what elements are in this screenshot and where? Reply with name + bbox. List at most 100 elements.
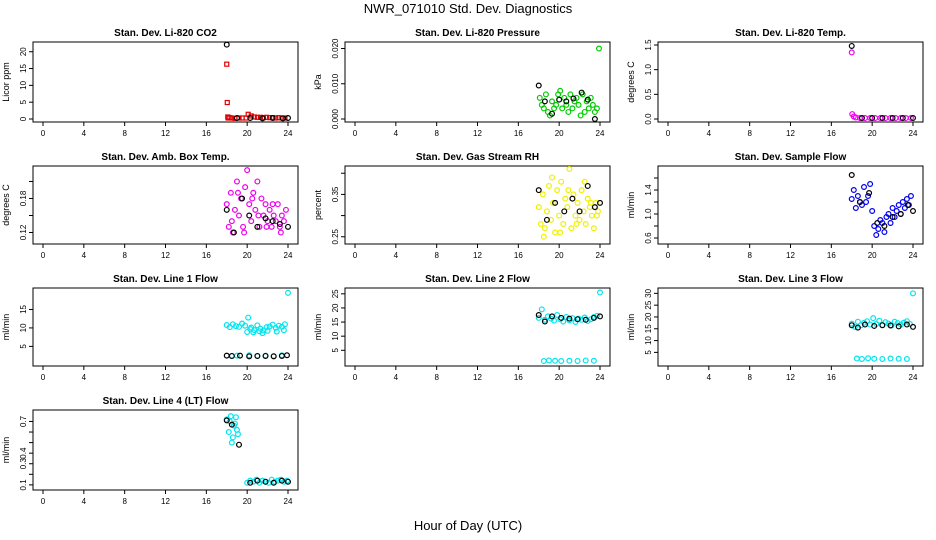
data-point — [240, 223, 247, 230]
data-point — [879, 355, 886, 362]
data-point — [223, 417, 230, 424]
data-point — [250, 189, 257, 196]
x-tick-label: 0 — [353, 129, 358, 138]
data-point — [541, 98, 548, 105]
data-point — [909, 208, 916, 215]
y-tick-label: 10 — [19, 323, 28, 332]
series-2 — [848, 321, 916, 331]
data-point — [596, 313, 603, 320]
data-point — [543, 208, 550, 215]
data-point — [263, 223, 270, 230]
y-tick-label: 0.1 — [19, 479, 28, 491]
y-tick-label: 15 — [331, 317, 340, 326]
data-point — [561, 208, 568, 215]
data-point — [545, 357, 552, 364]
chart-panel-7: Stan. Dev. Line 1 Flow ml/min 0 4 8 12 16 20 24 5… — [1, 274, 299, 382]
data-point — [242, 184, 249, 191]
data-point — [887, 355, 894, 362]
x-tick-label: 4 — [707, 251, 712, 260]
data-point — [538, 306, 545, 313]
panel-title: Stan. Dev. Line 4 (LT) Flow — [103, 396, 229, 407]
y-tick-label: 25 — [331, 289, 340, 298]
y-axis-label: ml/min — [626, 314, 636, 341]
x-tick-label: 20 — [868, 373, 877, 382]
data-point — [540, 358, 547, 365]
chart-panel-6: Stan. Dev. Sample Flow ml/min 0 4 8 12 16 20 24 0… — [626, 152, 924, 260]
data-point — [254, 352, 261, 359]
data-point — [271, 478, 278, 485]
data-point — [895, 323, 902, 330]
data-point — [584, 96, 591, 103]
series-2 — [223, 41, 292, 122]
data-point — [891, 214, 898, 221]
data-point — [285, 114, 292, 121]
y-tick-label: 0.12 — [19, 224, 28, 240]
data-point — [566, 357, 573, 364]
x-tick-label: 16 — [827, 251, 836, 260]
data-point — [269, 218, 276, 225]
data-point — [895, 355, 902, 362]
data-point — [552, 357, 559, 364]
data-point — [535, 187, 542, 194]
data-point — [536, 94, 543, 101]
data-point — [871, 322, 878, 329]
y-tick-label: 0.4 — [19, 447, 28, 459]
x-tick-label: 0 — [666, 251, 671, 260]
y-tick-label: 0.0 — [644, 113, 653, 125]
data-point — [264, 327, 271, 334]
data-point — [273, 328, 280, 335]
y-tick-label: 5 — [19, 344, 28, 349]
x-tick-label: 12 — [473, 129, 482, 138]
data-point — [229, 434, 236, 441]
data-point — [848, 322, 855, 329]
data-point — [232, 323, 239, 330]
data-point — [230, 229, 237, 236]
data-point — [557, 87, 564, 94]
y-tick-label: 10 — [644, 336, 653, 345]
y-tick-label: 0.020 — [331, 38, 340, 59]
data-point — [549, 98, 556, 105]
panel-title: Stan. Dev. Gas Stream RH — [416, 152, 539, 163]
y-tick-label: 0.18 — [19, 190, 28, 206]
data-point — [572, 212, 579, 219]
x-tick-label: 20 — [243, 251, 252, 260]
y-tick-label: 0.25 — [331, 228, 340, 244]
data-point — [246, 201, 253, 208]
data-point — [554, 312, 561, 319]
x-tick-label: 16 — [514, 251, 523, 260]
data-point — [903, 196, 910, 203]
data-point — [596, 289, 603, 296]
data-point — [581, 178, 588, 185]
data-point — [893, 208, 900, 215]
x-tick-label: 24 — [596, 129, 605, 138]
data-point — [237, 352, 244, 359]
x-tick-label: 4 — [707, 129, 712, 138]
data-point — [537, 221, 544, 228]
x-tick-label: 12 — [473, 251, 482, 260]
y-axis-label: degrees C — [626, 61, 636, 103]
x-tick-label: 12 — [161, 129, 170, 138]
data-point — [573, 221, 580, 228]
data-point — [560, 221, 567, 228]
data-point — [863, 199, 870, 206]
data-point — [891, 318, 898, 325]
y-tick-label: 1.5 — [644, 39, 653, 51]
x-tick-label: 24 — [284, 129, 293, 138]
data-point — [848, 49, 855, 56]
x-tick-label: 4 — [394, 251, 399, 260]
data-point — [259, 330, 266, 337]
data-point — [553, 101, 560, 108]
x-tick-label: 12 — [473, 373, 482, 382]
y-tick-label: 20 — [331, 303, 340, 312]
data-point — [552, 229, 559, 236]
x-tick-label: 8 — [122, 251, 127, 260]
data-point — [582, 357, 589, 364]
data-point — [860, 184, 867, 191]
data-point — [894, 320, 901, 327]
data-point — [543, 216, 550, 223]
x-tick-label: 12 — [786, 251, 795, 260]
data-point — [576, 208, 583, 215]
data-point — [541, 225, 548, 232]
data-point — [865, 355, 872, 362]
data-point — [228, 352, 235, 359]
